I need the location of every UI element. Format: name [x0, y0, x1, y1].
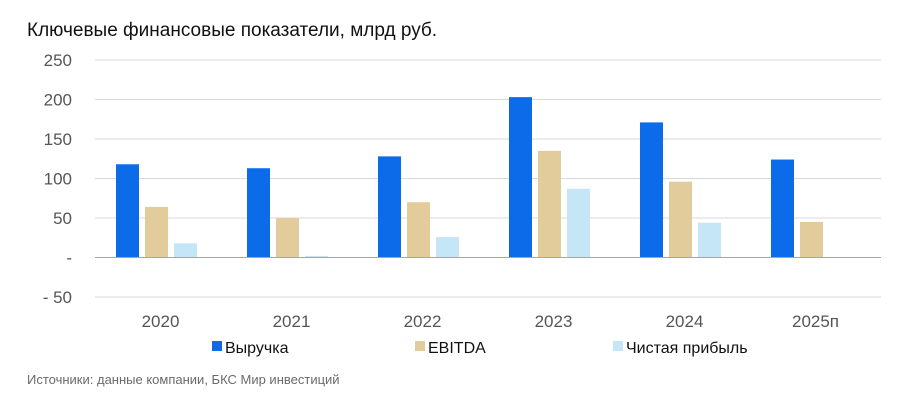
- y-tick-label: 50: [53, 209, 72, 228]
- legend: Выручка EBITDA Чистая прибыль: [212, 340, 748, 357]
- bar-revenue: [116, 164, 139, 258]
- y-tick-label: - 50: [43, 288, 72, 307]
- bar-net-profit: [698, 222, 721, 258]
- bar-ebitda: [800, 221, 823, 258]
- legend-label: Выручка: [225, 340, 289, 357]
- y-tick-label: 100: [44, 170, 72, 189]
- bar-revenue: [771, 159, 794, 258]
- x-tick-label: 2021: [273, 312, 311, 331]
- bar-revenue: [247, 168, 270, 258]
- legend-swatch: [212, 341, 222, 351]
- legend-swatch: [613, 341, 623, 351]
- bar-revenue: [509, 97, 532, 258]
- bar-ebitda: [538, 150, 561, 258]
- source-note: Источники: данные компании, БКС Мир инве…: [27, 372, 340, 387]
- x-tick-label: 2023: [535, 312, 573, 331]
- y-tick-label: 150: [44, 130, 72, 149]
- y-tick-label: 250: [44, 51, 72, 70]
- bar-ebitda: [669, 181, 692, 258]
- x-tick-label: 2020: [142, 312, 180, 331]
- gridlines: [95, 59, 881, 298]
- bar-ebitda: [276, 218, 299, 258]
- y-axis-ticks: 250 200 150 100 50 - - 50: [43, 51, 72, 307]
- x-tick-label: 2024: [666, 312, 704, 331]
- bar-chart: 250 200 150 100 50 - - 50 2020 2021 2022 2023 2024…: [43, 51, 881, 357]
- bar-ebitda: [407, 202, 430, 258]
- x-tick-label: 2025п: [792, 312, 839, 331]
- x-tick-label: 2022: [404, 312, 442, 331]
- y-tick-label: -: [66, 249, 72, 268]
- bar-net-profit: [305, 255, 328, 258]
- y-tick-label: 200: [44, 91, 72, 110]
- bar-revenue: [640, 122, 663, 258]
- bar-net-profit: [436, 236, 459, 258]
- legend-swatch: [415, 341, 425, 351]
- bar-net-profit: [174, 243, 197, 258]
- legend-label: EBITDA: [428, 340, 486, 357]
- bars: [116, 97, 852, 258]
- legend-label: Чистая прибыль: [626, 340, 748, 357]
- bar-net-profit: [567, 188, 590, 258]
- bar-revenue: [378, 156, 401, 258]
- x-axis-ticks: 2020 2021 2022 2023 2024 2025п: [142, 312, 839, 331]
- bar-ebitda: [145, 206, 168, 258]
- chart-title: Ключевые финансовые показатели, млрд руб…: [27, 20, 438, 41]
